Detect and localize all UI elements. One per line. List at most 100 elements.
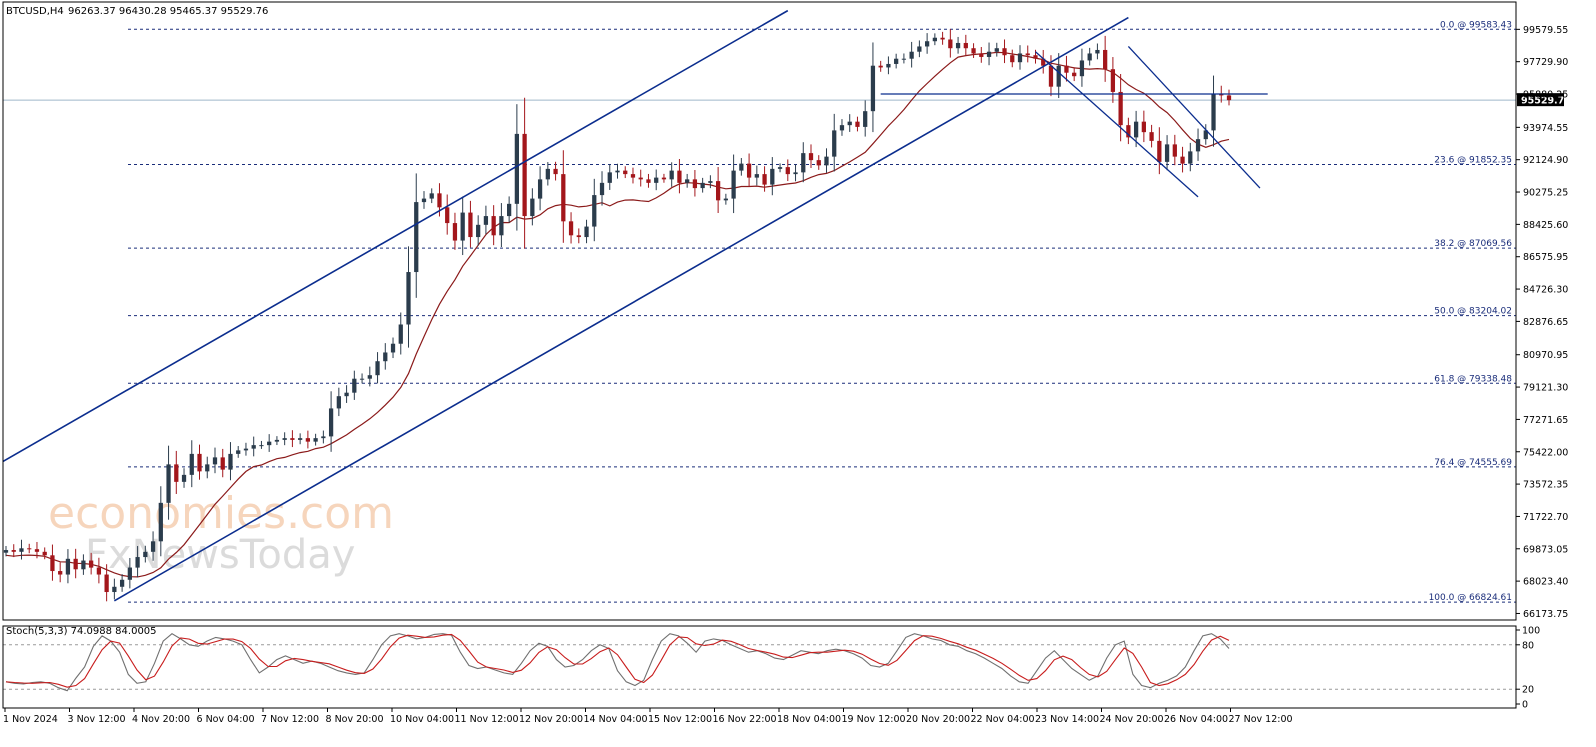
candle-body bbox=[878, 65, 883, 68]
candle-body bbox=[452, 223, 458, 241]
x-tick-label: 1 Nov 2024 bbox=[3, 714, 58, 725]
candle bbox=[383, 343, 388, 370]
y-tick-label: 92124.90 bbox=[1523, 155, 1568, 166]
candle bbox=[971, 43, 976, 58]
candle-body bbox=[298, 438, 303, 440]
x-tick-label: 12 Nov 20:00 bbox=[519, 714, 583, 725]
candle-body bbox=[986, 51, 992, 57]
candle bbox=[228, 442, 233, 481]
candle-body bbox=[584, 226, 589, 238]
candle-body bbox=[1126, 125, 1131, 138]
x-tick-label: 27 Nov 12:00 bbox=[1229, 714, 1293, 725]
candle-body bbox=[3, 550, 9, 553]
candle-body bbox=[1072, 72, 1077, 77]
fib-level-label: 0.0 @ 99583.43 bbox=[1440, 20, 1512, 30]
watermark-economies: economies.com bbox=[48, 488, 394, 539]
candle bbox=[909, 41, 914, 68]
candle-body bbox=[445, 207, 450, 224]
stoch-main-line bbox=[5, 633, 1230, 692]
candle bbox=[421, 191, 427, 209]
candle-body bbox=[89, 560, 94, 568]
y-tick-label: 88425.60 bbox=[1523, 220, 1568, 231]
candle-body bbox=[785, 167, 790, 175]
candle-body bbox=[507, 203, 512, 217]
candle bbox=[955, 36, 961, 54]
candle-body bbox=[174, 464, 179, 482]
candle bbox=[73, 548, 78, 579]
candle bbox=[274, 436, 280, 446]
candle bbox=[212, 447, 218, 474]
candle-body bbox=[1157, 140, 1162, 162]
candle bbox=[375, 352, 380, 384]
candle-body bbox=[359, 378, 365, 380]
candle-body bbox=[754, 174, 759, 178]
candle bbox=[468, 200, 473, 248]
candle-body bbox=[251, 445, 256, 449]
candle bbox=[1188, 142, 1193, 172]
candle bbox=[328, 391, 334, 452]
candle-body bbox=[1110, 69, 1116, 92]
candle bbox=[112, 578, 117, 600]
candle-body bbox=[971, 48, 976, 54]
candle-body bbox=[1118, 91, 1123, 126]
candle-body bbox=[777, 167, 783, 169]
x-tick-label: 18 Nov 04:00 bbox=[777, 714, 841, 725]
candle bbox=[42, 547, 47, 560]
candle bbox=[654, 169, 659, 191]
candle bbox=[65, 549, 71, 584]
candle-body bbox=[27, 548, 32, 550]
candle-body bbox=[669, 170, 674, 180]
candle bbox=[336, 387, 341, 417]
candle-body bbox=[530, 198, 535, 217]
candle bbox=[677, 158, 682, 194]
candle-body bbox=[770, 168, 775, 185]
y-tick-label: 95880.25 bbox=[1523, 90, 1568, 101]
candle-body bbox=[994, 48, 999, 52]
candle-body bbox=[1149, 132, 1154, 141]
candle bbox=[762, 166, 767, 192]
candle-body bbox=[398, 324, 403, 344]
candle-body bbox=[34, 549, 40, 552]
candle bbox=[924, 33, 930, 54]
candle bbox=[96, 557, 102, 584]
candle-body bbox=[1133, 121, 1139, 138]
candle bbox=[561, 150, 566, 243]
y-tick-label: 68023.40 bbox=[1523, 577, 1568, 588]
y-tick-label: 71722.70 bbox=[1523, 512, 1568, 523]
candle-body bbox=[328, 408, 334, 437]
candle bbox=[917, 40, 922, 58]
candle-body bbox=[212, 457, 218, 465]
candle-body bbox=[599, 182, 605, 196]
y-tick-label: 66173.75 bbox=[1523, 609, 1568, 620]
candle bbox=[398, 312, 403, 355]
candle bbox=[476, 215, 481, 246]
candle bbox=[166, 445, 171, 520]
candle-body bbox=[855, 121, 860, 127]
candle-body bbox=[839, 125, 845, 131]
candle-body bbox=[863, 111, 868, 127]
candle bbox=[599, 171, 605, 206]
channel-upper-line bbox=[2, 9, 789, 463]
stoch-signal-line bbox=[5, 633, 1230, 688]
candle bbox=[638, 169, 643, 187]
y-tick-label: 75422.00 bbox=[1523, 447, 1568, 458]
y-tick-label: 79121.30 bbox=[1523, 383, 1568, 394]
candle bbox=[715, 167, 721, 214]
fib-level-label: 23.6 @ 91852.35 bbox=[1434, 155, 1512, 165]
candle-body bbox=[1195, 139, 1201, 152]
candle bbox=[801, 142, 806, 183]
candle-body bbox=[553, 168, 558, 175]
candle bbox=[731, 154, 736, 214]
candle-body bbox=[127, 567, 132, 580]
candle bbox=[793, 164, 798, 182]
candle bbox=[1041, 49, 1046, 74]
candle-body bbox=[313, 438, 318, 442]
candle-body bbox=[1010, 55, 1015, 63]
candle-body bbox=[437, 193, 442, 208]
candle bbox=[808, 144, 814, 168]
x-tick-label: 19 Nov 12:00 bbox=[842, 714, 906, 725]
candle bbox=[1118, 74, 1123, 142]
candle bbox=[367, 366, 372, 387]
candle bbox=[901, 53, 907, 64]
candle bbox=[390, 337, 396, 359]
